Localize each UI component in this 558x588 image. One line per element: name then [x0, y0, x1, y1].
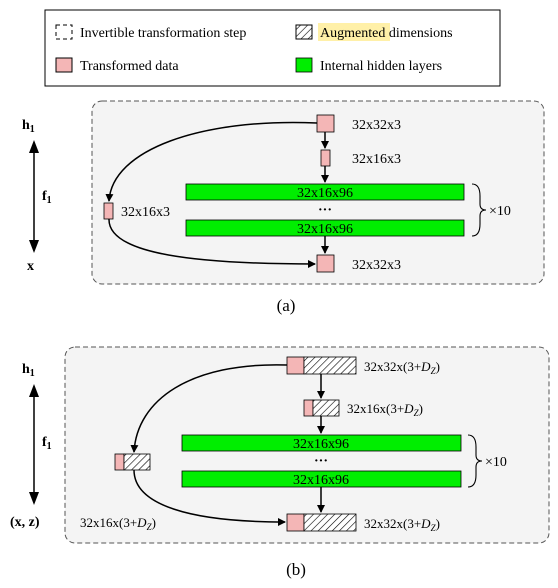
- panel-a-bottom-block: [316, 254, 335, 273]
- panel-a-axis-arrow-up: [29, 140, 39, 153]
- augmented-highlight: [318, 23, 390, 41]
- legend-augmented-label: Augmented dimensions: [320, 26, 453, 41]
- panel-b: h1 f1 (x, z) 32x32x(3+DZ) 32x16x(3+DZ) 3…: [10, 346, 550, 579]
- legend: Invertible transformation step Augmented…: [44, 9, 501, 87]
- panel-a-top-label: 32x32x3: [352, 118, 401, 133]
- panel-a-curve-merge: [108, 218, 316, 268]
- panel-a-side-label: 32x16x3: [121, 205, 170, 220]
- panel-a-axis-arrow-down: [29, 240, 39, 253]
- panel-a-curve-split: [105, 121, 318, 202]
- panel-a-h1-label: h1: [22, 118, 35, 135]
- panel-a-hidden-layer-2-label: 32x16x96: [297, 222, 353, 237]
- panel-a-squeeze-label: 32x16x3: [352, 152, 401, 167]
- panel-b-curve-split: [130, 364, 288, 453]
- transformed-swatch: [55, 57, 73, 73]
- panel-b-squeeze-augmented: [312, 399, 340, 417]
- panel-a-x-label: x: [27, 259, 34, 274]
- panel-b-top-block: [286, 356, 305, 375]
- panel-b-squeeze-block: [303, 399, 314, 417]
- legend-transformed-label: Transformed data: [80, 59, 179, 74]
- panel-a-caption: (a): [277, 296, 296, 315]
- augmented-swatch: [295, 24, 313, 40]
- panel-a-f1-label: f1: [42, 189, 52, 206]
- hidden-swatch: [295, 57, 313, 73]
- invertible-step-swatch: [55, 24, 73, 40]
- panel-b-axis-arrow-down: [29, 492, 39, 505]
- panel-b-side-block: [114, 453, 125, 471]
- panel-a-dots: ···: [318, 203, 332, 218]
- panel-a-hidden-layer-1: [185, 183, 465, 201]
- panel-b-h1-label: h1: [22, 362, 35, 379]
- panel-b-bottom-block: [286, 513, 305, 532]
- panel-b-f1-label: f1: [42, 435, 52, 452]
- legend-invertible-label: Invertible transformation step: [80, 26, 246, 41]
- legend-frame: [44, 9, 501, 87]
- panel-a-repeat-label: ×10: [489, 204, 511, 219]
- panel-b-curve-merge: [133, 469, 286, 526]
- panel-b-repeat-label: ×10: [485, 455, 507, 470]
- panel-b-bottom-label: 32x32x(3+DZ): [364, 516, 440, 533]
- panel-b-hidden-layer-1: [181, 434, 462, 452]
- panel-a-side-block: [103, 202, 114, 220]
- panel-a-top-block: [316, 114, 335, 133]
- panel-b-top-augmented: [303, 356, 357, 375]
- panel-b-xz-label: (x, z): [10, 515, 40, 530]
- panel-a-squeeze-block: [320, 149, 331, 167]
- panel-a-brace: [471, 183, 487, 237]
- legend-hidden-label: Internal hidden layers: [320, 59, 442, 74]
- panel-b-top-label: 32x32x(3+DZ): [364, 359, 440, 376]
- panel-b-hidden-layer-2-label: 32x16x96: [293, 473, 349, 488]
- panel-a: h1 f1 x 32x32x3 32x16x3 32x16x96 ··· 32x…: [22, 100, 545, 315]
- panel-b-caption: (b): [286, 560, 306, 579]
- panel-b-dots: ···: [314, 454, 328, 469]
- panel-b-axis-arrow-up: [29, 384, 39, 397]
- panel-a-bottom-label: 32x32x3: [352, 258, 401, 273]
- panel-b-brace: [467, 434, 483, 488]
- panel-b-side-label: 32x16x(3+DZ): [80, 515, 156, 532]
- panel-b-side-augmented: [123, 453, 151, 471]
- panel-a-hidden-layer-1-label: 32x16x96: [297, 186, 353, 201]
- panel-b-bottom-augmented: [303, 513, 357, 532]
- panel-b-hidden-layer-1-label: 32x16x96: [293, 437, 349, 452]
- panel-b-squeeze-label: 32x16x(3+DZ): [347, 401, 423, 418]
